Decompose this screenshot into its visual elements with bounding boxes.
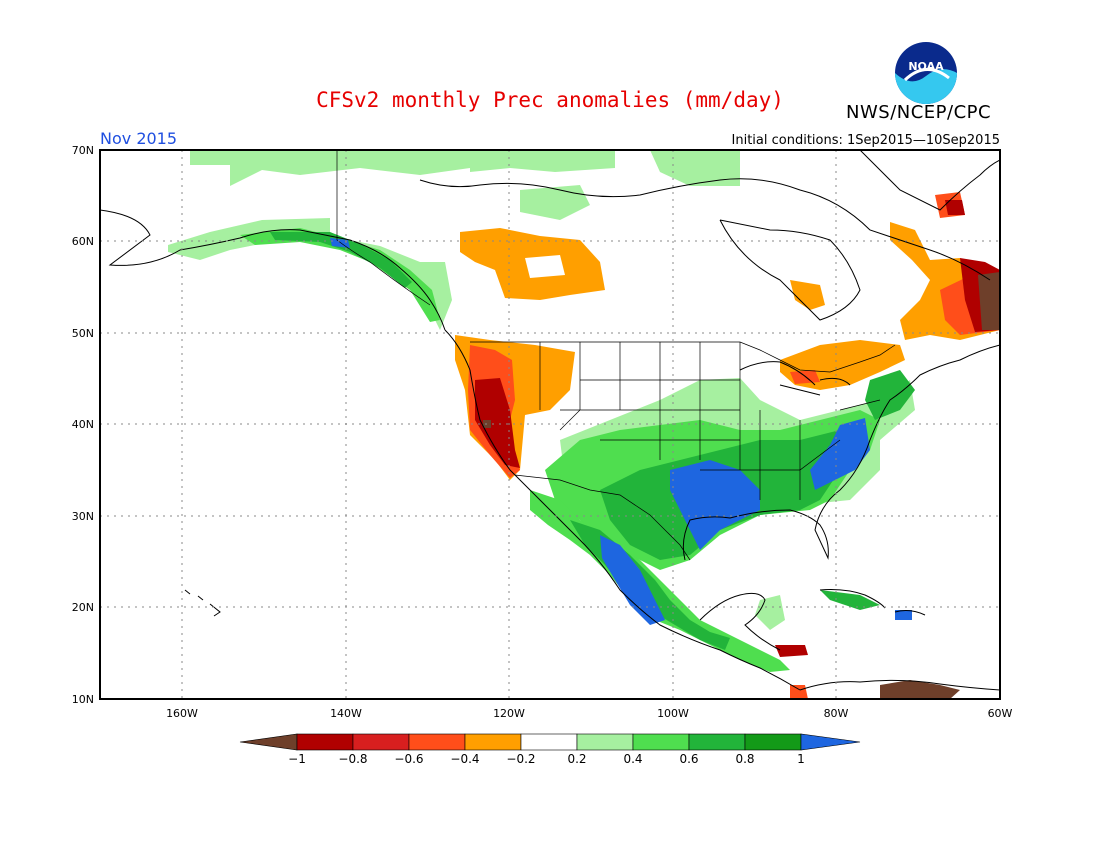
coastline-arctic: [419, 178, 991, 281]
coastline-hawaii: [184, 589, 221, 617]
anomaly-labrador-brown: [978, 272, 1000, 330]
anomaly-arctic-light-3: [650, 150, 740, 186]
colorbar-bin-4: [464, 733, 522, 751]
agency-label: NWS/NCEP/CPC: [846, 102, 992, 123]
coastline-south-america: [799, 679, 1000, 691]
anomaly-se-blue: [810, 418, 870, 490]
border-states: [539, 342, 881, 500]
colorbar-label-1: 1: [797, 752, 805, 766]
anomaly-colombia-brown: [880, 680, 960, 699]
border-alaska-canada: [336, 150, 431, 306]
colorbar-bin-9: [744, 733, 802, 751]
border-us-mexico: [514, 474, 691, 561]
colorbar-bin-3: [408, 733, 466, 751]
colorbar-bin-8: [688, 733, 746, 751]
anomaly-canada-orange-hole: [525, 255, 565, 278]
anomaly-cuba-green: [820, 590, 880, 610]
colorbar-label-02: 0.2: [567, 752, 586, 766]
anomaly-caribbean-light: [755, 595, 785, 630]
coastline-greenland: [859, 150, 1000, 211]
graticule: [100, 150, 1000, 699]
noaa-logo-icon: NOAA: [895, 42, 957, 104]
lat-tick-70: 70N: [72, 144, 94, 157]
border-us-canada: [470, 341, 896, 373]
lon-tick-60w: 60W: [988, 707, 1013, 720]
coastline-cuba: [819, 589, 886, 609]
colorbar-bin-5: [520, 733, 578, 751]
lon-axis: 160W 140W 120W 100W 80W 60W: [166, 707, 1012, 720]
lon-tick-80w: 80W: [824, 707, 849, 720]
anomaly-alaska-light: [168, 218, 452, 330]
lat-tick-10: 10N: [72, 693, 94, 706]
anomaly-beaufort-light: [520, 185, 590, 220]
coastline-alaska: [100, 209, 446, 331]
anomaly-arctic-light: [190, 150, 470, 186]
anomaly-arctic-light-2: [470, 150, 615, 172]
lat-tick-20: 20N: [72, 601, 94, 614]
anomaly-caribbean-blue: [895, 610, 912, 620]
map-frame: [99, 149, 1001, 700]
lat-axis: 70N 60N 50N 40N 30N 20N 10N: [72, 144, 94, 706]
lat-tick-60: 60N: [72, 235, 94, 248]
forecast-month: Nov 2015: [100, 129, 178, 148]
anomaly-hudson-orange: [790, 280, 825, 310]
colorbar-bin-6: [576, 733, 634, 751]
colorbar-high-arrow: [800, 733, 861, 751]
colorbar-bin-7: [632, 733, 690, 751]
lon-tick-140w: 140W: [330, 707, 362, 720]
coastline-hudson: [719, 219, 861, 321]
lon-tick-120w: 120W: [493, 707, 525, 720]
colorbar-label-m06: −0.6: [394, 752, 423, 766]
colorbar-label-04: 0.4: [623, 752, 642, 766]
colorbar-label-m1: −1: [288, 752, 306, 766]
anomaly-panama-red: [790, 685, 808, 699]
colorbar-bin-2: [352, 733, 410, 751]
noaa-logo: NOAA: [893, 40, 959, 110]
anomaly-ca-red: [775, 645, 808, 657]
anomaly-lakes-red: [790, 370, 820, 384]
coastline-yucatan: [699, 592, 781, 651]
lat-tick-50: 50N: [72, 327, 94, 340]
coastline-lakes: [739, 361, 851, 396]
anomaly-gulf-blue: [670, 460, 760, 550]
colorbar: −1 −0.8 −0.6 −0.4 −0.2 0.2 0.4 0.6 0.8 1: [239, 733, 861, 766]
colorbar-label-m04: −0.4: [450, 752, 479, 766]
lat-tick-40: 40N: [72, 418, 94, 431]
lat-tick-30: 30N: [72, 510, 94, 523]
coastline-gulf: [682, 344, 1000, 561]
initial-conditions: Initial conditions: 1Sep2015—10Sep2015: [731, 133, 1000, 148]
anomaly-mexico-blue: [600, 535, 665, 625]
colorbar-low-arrow: [239, 733, 298, 751]
colorbar-label-06: 0.6: [679, 752, 698, 766]
anomaly-ne-green: [865, 370, 915, 420]
coastline-hispaniola: [894, 610, 926, 616]
coastline-north-america-west: [444, 329, 801, 691]
lon-tick-160w: 160W: [166, 707, 198, 720]
coastlines: [100, 150, 1000, 691]
colorbar-bin-1: [296, 733, 354, 751]
logo-text: NOAA: [908, 60, 944, 73]
colorbar-label-m02: −0.2: [506, 752, 535, 766]
colorbar-label-08: 0.8: [735, 752, 754, 766]
lon-tick-100w: 100W: [657, 707, 689, 720]
colorbar-label-m08: −0.8: [338, 752, 367, 766]
map-title: CFSv2 monthly Prec anomalies (mm/day): [316, 88, 784, 112]
anomaly-greenland-dark: [945, 200, 965, 215]
borders: [336, 150, 896, 561]
